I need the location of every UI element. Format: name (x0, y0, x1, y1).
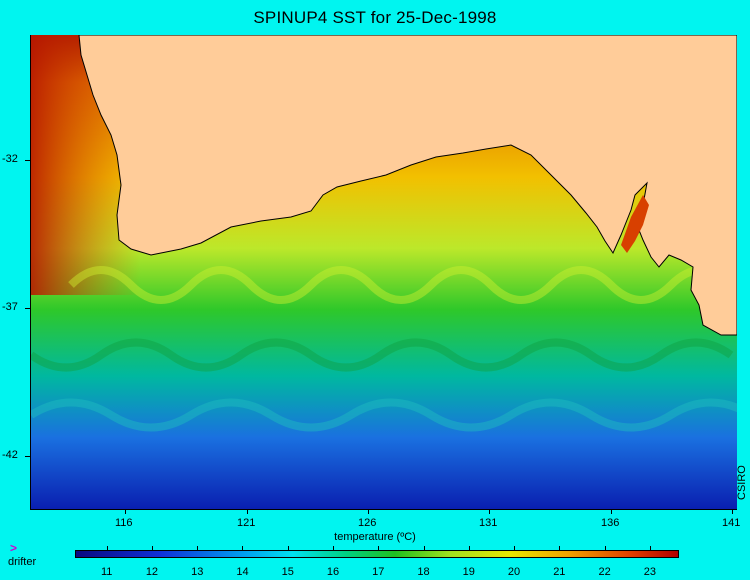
x-tick-label: 141 (722, 517, 741, 529)
sst-map (30, 35, 737, 510)
colorbar-tick-mark (151, 546, 153, 550)
colorbar (75, 550, 679, 558)
y-tick-label: -37 (2, 301, 18, 313)
map-title: SPINUP4 SST for 25-Dec-1998 (253, 8, 497, 27)
colorbar-tick-label: 22 (598, 566, 611, 578)
y-tick-mark (25, 456, 31, 457)
x-tick-label: 121 (237, 517, 256, 529)
colorbar-tick-label: 21 (553, 566, 566, 578)
colorbar-tick-mark (514, 546, 516, 550)
x-tick-label: 136 (601, 517, 620, 529)
colorbar-tick-mark (106, 546, 108, 550)
colorbar-tick-label: 20 (507, 566, 521, 578)
colorbar-tick-label: 19 (462, 566, 475, 578)
x-tick-mark (247, 509, 248, 514)
x-tick-mark (368, 509, 369, 514)
colorbar-tick-mark (242, 546, 244, 550)
colorbar-tick-mark (423, 546, 425, 550)
colorbar-tick-mark (468, 546, 470, 550)
colorbar-tick-label: 12 (145, 566, 159, 578)
x-tick-mark (611, 509, 612, 514)
x-tick-label: 126 (358, 517, 377, 529)
colorbar-tick-label: 16 (326, 566, 340, 578)
colorbar-tick-mark (287, 546, 289, 550)
x-tick-label: 116 (115, 517, 133, 529)
y-tick-mark (25, 160, 31, 161)
y-tick-mark (25, 308, 31, 309)
colorbar-tick-label: 14 (236, 566, 249, 578)
colorbar-tick-label: 11 (100, 566, 113, 578)
x-tick-label: 131 (479, 517, 498, 529)
drifter-label: drifter (8, 556, 37, 568)
colorbar-tick-label: 23 (643, 566, 656, 578)
colorbar-tick-mark (559, 546, 561, 550)
colorbar-tick-mark (333, 546, 334, 550)
y-tick-label: -42 (2, 449, 18, 461)
x-tick-mark (489, 509, 490, 514)
colorbar-tick-mark (649, 546, 651, 550)
drifter-marker-icon: > (10, 541, 18, 555)
colorbar-title: temperature (ºC) (334, 531, 416, 543)
y-tick-label: -32 (2, 153, 18, 165)
colorbar-tick-label: 17 (372, 566, 385, 578)
colorbar-tick-mark (604, 546, 606, 550)
colorbar-tick-mark (197, 546, 199, 550)
colorbar-tick-label: 13 (191, 566, 204, 578)
sst-map-image (31, 35, 737, 509)
credit-label: CSIRO (736, 465, 748, 500)
colorbar-tick-label: 15 (281, 566, 294, 578)
colorbar-tick-label: 18 (417, 566, 430, 578)
colorbar-tick-mark (378, 546, 380, 550)
x-tick-mark (125, 509, 126, 514)
x-tick-mark (732, 509, 733, 514)
